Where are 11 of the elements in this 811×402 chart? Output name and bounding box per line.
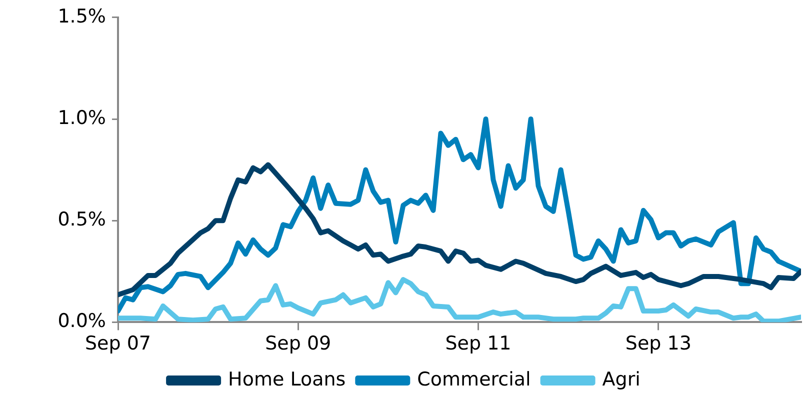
- legend-label: Agri: [602, 368, 640, 390]
- x-tick-label: Sep 13: [625, 332, 692, 355]
- x-tick-label: Sep 09: [265, 332, 332, 355]
- legend-label: Commercial: [417, 368, 531, 390]
- x-tick-label: Sep 07: [84, 332, 152, 355]
- legend-label: Home Loans: [228, 368, 346, 390]
- y-tick-label: 1.0%: [58, 106, 106, 129]
- y-tick-label: 0.0%: [58, 310, 106, 332]
- y-tick-label: 1.5%: [58, 5, 106, 28]
- y-tick-label: 0.5%: [58, 208, 106, 231]
- x-tick-label: Sep 11: [445, 332, 512, 355]
